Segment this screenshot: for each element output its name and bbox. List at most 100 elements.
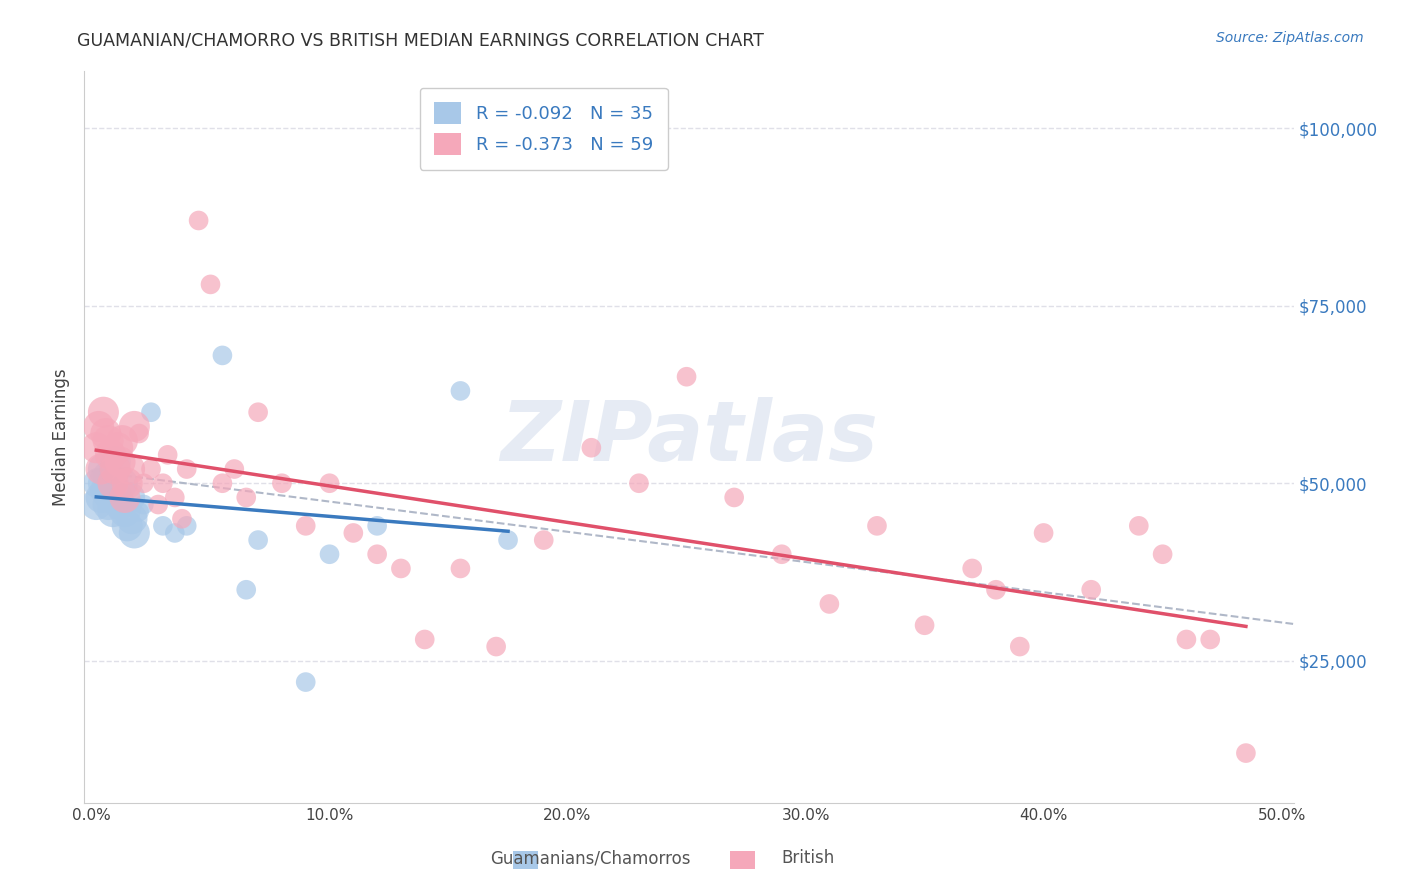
- Point: [93, 462, 115, 476]
- Point: [90, 491, 112, 505]
- Point: [121, 512, 143, 526]
- Point: [1175, 632, 1198, 647]
- Point: [170, 512, 193, 526]
- Point: [163, 491, 186, 505]
- Point: [1008, 640, 1031, 654]
- Point: [152, 519, 174, 533]
- Point: [723, 491, 745, 505]
- Point: [235, 491, 257, 505]
- Legend: R = -0.092   N = 35, R = -0.373   N = 59: R = -0.092 N = 35, R = -0.373 N = 59: [420, 87, 668, 169]
- Point: [87, 419, 110, 434]
- Point: [294, 519, 316, 533]
- Point: [118, 491, 141, 505]
- Point: [94, 426, 117, 441]
- Point: [124, 419, 146, 434]
- Point: [114, 491, 136, 505]
- Point: [84, 441, 107, 455]
- Point: [247, 405, 270, 419]
- Point: [97, 469, 120, 483]
- Text: GUAMANIAN/CHAMORRO VS BRITISH MEDIAN EARNINGS CORRELATION CHART: GUAMANIAN/CHAMORRO VS BRITISH MEDIAN EAR…: [77, 31, 765, 49]
- Point: [114, 505, 136, 519]
- Point: [100, 491, 122, 505]
- Point: [770, 547, 793, 561]
- Point: [84, 498, 107, 512]
- Point: [128, 426, 150, 441]
- Point: [235, 582, 257, 597]
- Point: [366, 547, 388, 561]
- Point: [247, 533, 270, 547]
- Point: [914, 618, 936, 632]
- Point: [960, 561, 983, 575]
- Point: [90, 462, 112, 476]
- Point: [93, 405, 115, 419]
- Point: [139, 462, 162, 476]
- Point: [866, 519, 889, 533]
- Point: [152, 476, 174, 491]
- Text: Source: ZipAtlas.com: Source: ZipAtlas.com: [1216, 31, 1364, 45]
- Point: [104, 462, 127, 476]
- Point: [104, 455, 127, 469]
- Point: [128, 505, 150, 519]
- Point: [104, 483, 127, 498]
- Point: [318, 547, 340, 561]
- Point: [115, 476, 138, 491]
- Point: [449, 561, 471, 575]
- Point: [132, 476, 155, 491]
- Point: [107, 491, 129, 505]
- Point: [107, 441, 129, 455]
- Point: [124, 525, 146, 540]
- Point: [132, 498, 155, 512]
- Point: [97, 434, 120, 448]
- Point: [581, 441, 603, 455]
- Point: [100, 476, 122, 491]
- Point: [100, 448, 122, 462]
- Point: [156, 448, 179, 462]
- Point: [211, 348, 233, 362]
- Point: [1234, 746, 1257, 760]
- Point: [163, 525, 186, 540]
- Point: [342, 525, 364, 540]
- Point: [200, 277, 222, 292]
- Text: ZIPatlas: ZIPatlas: [501, 397, 877, 477]
- Point: [271, 476, 294, 491]
- Point: [224, 462, 246, 476]
- Point: [139, 405, 162, 419]
- Point: [101, 476, 124, 491]
- Point: [533, 533, 555, 547]
- Point: [211, 476, 233, 491]
- Point: [111, 476, 134, 491]
- Point: [1032, 525, 1054, 540]
- Point: [413, 632, 436, 647]
- Point: [984, 582, 1007, 597]
- Point: [675, 369, 697, 384]
- Point: [187, 213, 209, 227]
- Point: [1199, 632, 1222, 647]
- Point: [118, 462, 141, 476]
- Point: [389, 561, 412, 575]
- Point: [627, 476, 650, 491]
- Point: [485, 640, 508, 654]
- Point: [366, 519, 388, 533]
- Point: [318, 476, 340, 491]
- Point: [1152, 547, 1174, 561]
- Point: [108, 498, 131, 512]
- Point: [818, 597, 841, 611]
- Point: [176, 462, 198, 476]
- Text: British: British: [782, 849, 835, 867]
- Point: [93, 476, 115, 491]
- Point: [111, 434, 134, 448]
- Point: [87, 476, 110, 491]
- Y-axis label: Median Earnings: Median Earnings: [52, 368, 70, 506]
- Point: [108, 455, 131, 469]
- Point: [1128, 519, 1150, 533]
- Point: [294, 675, 316, 690]
- Point: [115, 519, 138, 533]
- Text: Guamanians/Chamorros: Guamanians/Chamorros: [491, 849, 690, 867]
- Point: [449, 384, 471, 398]
- Point: [1080, 582, 1102, 597]
- Point: [97, 498, 120, 512]
- Point: [94, 483, 117, 498]
- Point: [496, 533, 519, 547]
- Point: [101, 505, 124, 519]
- Point: [146, 498, 169, 512]
